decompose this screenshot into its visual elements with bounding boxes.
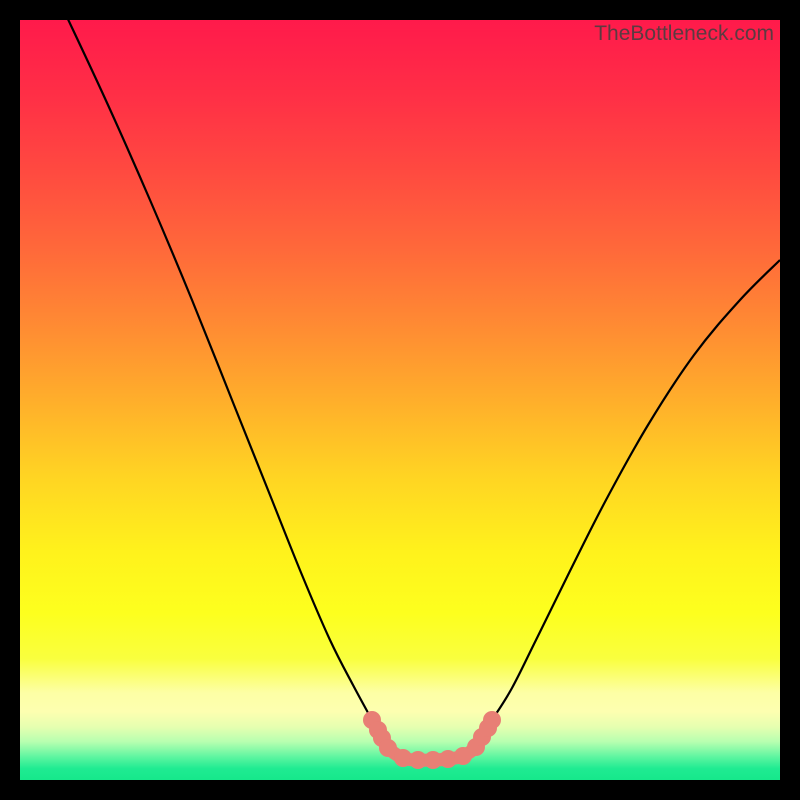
trough-marker [379, 739, 397, 757]
curve-left-branch [66, 20, 372, 720]
chart-frame: TheBottleneck.com [0, 0, 800, 800]
trough-marker [439, 750, 457, 768]
trough-marker [483, 711, 501, 729]
trough-markers [363, 711, 501, 769]
curve-layer [20, 20, 780, 780]
plot-area: TheBottleneck.com [20, 20, 780, 780]
curve-right-branch [492, 260, 780, 720]
